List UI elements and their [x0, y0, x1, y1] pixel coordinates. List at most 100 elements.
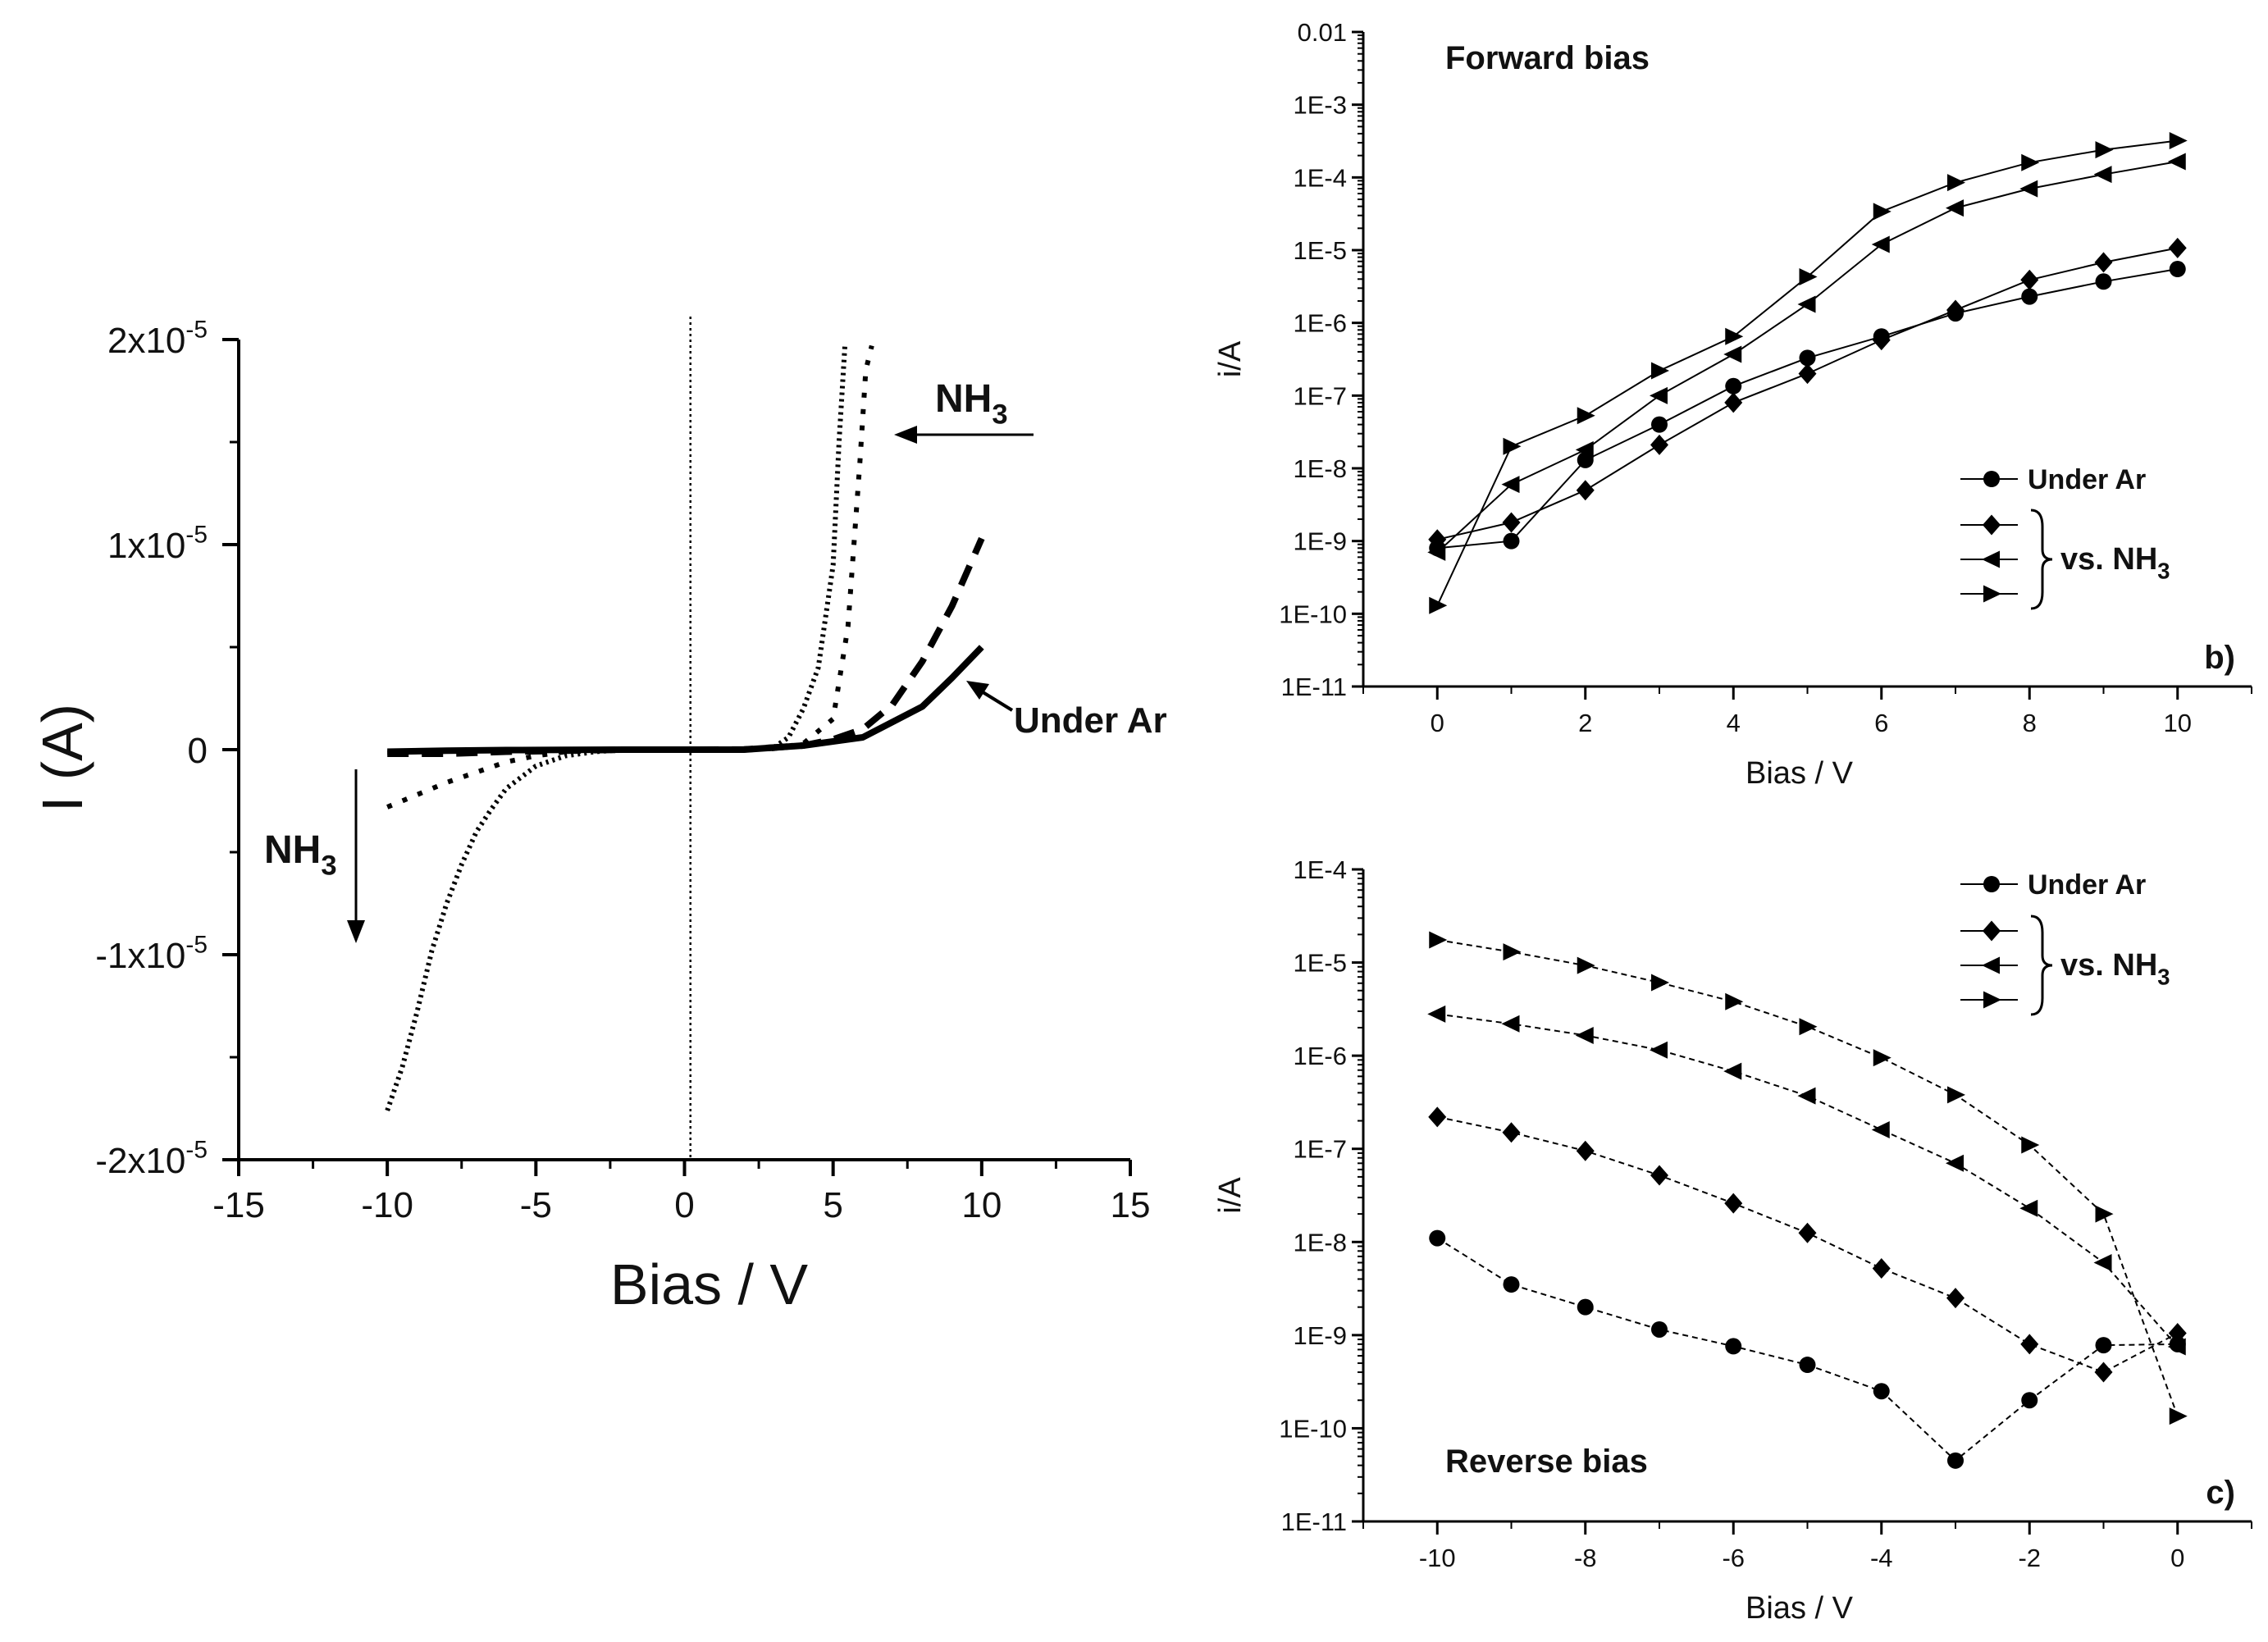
- panel-b-marker-triangle-left: [1871, 235, 1890, 253]
- panel-b-marker-diamond: [1428, 529, 1447, 550]
- panel-b-marker-triangle-left: [1501, 476, 1520, 494]
- panel-b-marker-triangle-left: [2019, 180, 2038, 198]
- panel-a-y-tick-label: -1x10-5: [95, 932, 208, 976]
- panel-b-marker-circle: [2169, 261, 2186, 278]
- panel-b-x-axis-title: Bias / V: [1745, 756, 1854, 791]
- panel-c-marker-triangle-right: [1429, 931, 1448, 949]
- panel-b-marker-triangle-right: [1873, 203, 1892, 221]
- panel-b-marker-triangle-left: [1575, 440, 1594, 458]
- panel-c-legend-label-under-ar: Under Ar: [2028, 869, 2146, 901]
- panel-c-x-tick-label: -8: [1574, 1544, 1597, 1572]
- panel-c-y-tick-label: 1E-10: [1279, 1414, 1347, 1443]
- panel-c-marker-diamond: [2094, 1361, 2113, 1383]
- panel-c-marker-triangle-right: [2021, 1136, 2040, 1154]
- panel-a-arrowhead-nh3-left: [347, 920, 365, 943]
- panel-b-legend-marker-diamond: [1983, 514, 2001, 536]
- panel-a-y-tick-label: 0: [188, 731, 208, 771]
- panel-b-marker-triangle-right: [1503, 437, 1522, 455]
- panel-c-marker-triangle-left: [1427, 1005, 1446, 1023]
- panel-b-marker-triangle-left: [1650, 386, 1668, 404]
- panel-c-y-tick-label: 1E-5: [1294, 949, 1347, 978]
- panel-b-marker-circle: [1503, 532, 1520, 550]
- panel-c-x-tick-label: -4: [1870, 1544, 1893, 1572]
- panel-b-y-tick-label: 1E-3: [1294, 91, 1347, 120]
- panel-c-y-axis-title: i/A: [1213, 1177, 1248, 1214]
- panel-a-y-tick-label: -2x10-5: [95, 1137, 208, 1181]
- panel-c-y-tick-label: 1E-8: [1294, 1228, 1347, 1257]
- panel-c-series-line-3: [1437, 939, 2179, 1416]
- panel-b-marker-triangle-right: [2169, 132, 2188, 150]
- panel-c-marker-circle: [2095, 1337, 2112, 1354]
- panel-c-marker-circle: [1577, 1298, 1594, 1316]
- panel-c-x-tick-label: -10: [1419, 1544, 1456, 1572]
- panel-c-marker-circle: [2021, 1392, 2038, 1409]
- panel-c-marker-diamond: [1576, 1140, 1595, 1161]
- panel-c-marker-circle: [1873, 1383, 1890, 1400]
- panel-c-marker-triangle-right: [1873, 1049, 1892, 1067]
- panel-c-y-tick-label: 1E-4: [1294, 855, 1347, 884]
- panel-b-marker-diamond: [1502, 512, 1521, 533]
- panel-c-panel-label: c): [2206, 1475, 2235, 1511]
- panel-b-y-tick-label: 1E-6: [1294, 309, 1347, 338]
- panel-c-marker-triangle-left: [1871, 1121, 1890, 1139]
- panel-b-y-tick-label: 1E-9: [1294, 527, 1347, 556]
- panel-c-marker-diamond: [1502, 1122, 1521, 1143]
- panel-c-marker-triangle-right: [2095, 1205, 2114, 1223]
- panel-b-title: Forward bias: [1445, 40, 1650, 76]
- panel-b-y-tick-label: 1E-5: [1294, 236, 1347, 265]
- panel-c-marker-circle: [1429, 1229, 1446, 1247]
- panel-c-legend-marker-triangle-right: [1983, 991, 2001, 1009]
- panel-b-forward-bias: 0.01 1E-3 1E-4 1E-5 1E-6 1E-7 1E-8 1E-9 1E-10 1E-…: [1213, 18, 2252, 791]
- panel-a-x-tick-label: -15: [212, 1185, 265, 1225]
- panel-c-legend-marker-circle: [1983, 876, 2000, 892]
- panel-b-marker-triangle-right: [1577, 407, 1595, 425]
- panel-a-series-2: [386, 344, 874, 810]
- panel-c-legend-brace: [2030, 915, 2053, 1016]
- panel-b-marker-diamond: [2094, 252, 2113, 273]
- panel-b-legend-brace: [2030, 509, 2053, 610]
- panel-c-x-tick-label: 0: [2170, 1544, 2184, 1572]
- panel-b-x-tick-label: 2: [1578, 709, 1592, 737]
- panel-c-marker-diamond: [2020, 1334, 2039, 1355]
- panel-a-x-tick-label: -5: [520, 1185, 552, 1225]
- panel-b-marker-diamond: [1724, 392, 1743, 413]
- panel-c-marker-triangle-left: [2167, 1338, 2186, 1356]
- panel-b-marker-triangle-left: [1797, 295, 1816, 313]
- panel-a-x-axis-title: Bias / V: [610, 1252, 809, 1316]
- panel-b-marker-circle: [1799, 349, 1816, 367]
- panel-c-marker-triangle-right: [1799, 1018, 1818, 1036]
- panel-c-y-tick-label: 1E-6: [1294, 1042, 1347, 1070]
- panel-b-marker-diamond: [1946, 299, 1965, 321]
- panel-a-arrowhead-under-ar: [966, 681, 989, 700]
- panel-b-marker-triangle-right: [2021, 153, 2040, 171]
- panel-b-marker-triangle-left: [2167, 153, 2186, 171]
- panel-a-series-3: [385, 343, 848, 1111]
- panel-c-marker-diamond: [1428, 1106, 1447, 1128]
- panel-b-marker-triangle-left: [1946, 199, 1964, 217]
- panel-b-legend-marker-triangle-right: [1983, 585, 2001, 603]
- panel-a-x-tick-label: 15: [1111, 1185, 1151, 1225]
- panel-c-marker-diamond: [2168, 1322, 2187, 1343]
- panel-b-marker-circle: [1651, 416, 1668, 433]
- panel-c-marker-circle: [1947, 1452, 1964, 1469]
- panel-a-y-tick-label: 1x10-5: [107, 522, 208, 566]
- panel-c-marker-triangle-left: [2093, 1253, 2112, 1271]
- panel-c-legend-marker-triangle-left: [1982, 956, 2000, 974]
- panel-c-marker-circle: [1503, 1276, 1520, 1293]
- panel-b-x-tick-label: 0: [1431, 709, 1444, 737]
- panel-c-marker-circle: [1725, 1338, 1742, 1355]
- panel-b-marker-diamond: [1872, 330, 1891, 351]
- panel-c-x-tick-label: -6: [1722, 1544, 1745, 1572]
- panel-b-legend-label-under-ar: Under Ar: [2028, 464, 2146, 495]
- panel-c-y-tick-label: 1E-9: [1294, 1321, 1347, 1350]
- panel-b-marker-diamond: [1650, 434, 1668, 455]
- panel-b-y-tick-label: 1E-10: [1279, 600, 1347, 628]
- panel-c-marker-circle: [1651, 1320, 1668, 1338]
- panel-b-marker-triangle-left: [1723, 345, 1742, 363]
- panel-a-y-axis-title: I (A): [30, 704, 94, 812]
- panel-c-marker-triangle-left: [1501, 1015, 1520, 1033]
- panel-b-marker-diamond: [1576, 480, 1595, 501]
- panel-c-x-tick-label: -2: [2018, 1544, 2041, 1572]
- panel-b-marker-triangle-right: [1799, 267, 1818, 285]
- panel-c-series-line-0: [1436, 1237, 2178, 1462]
